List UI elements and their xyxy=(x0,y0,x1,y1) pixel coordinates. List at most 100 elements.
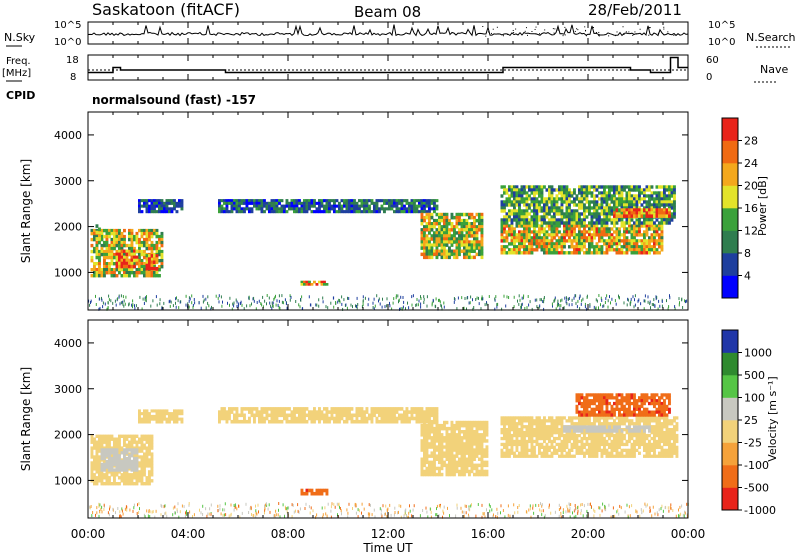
heatmap-cell xyxy=(235,419,239,424)
heatmap-cell xyxy=(578,215,581,219)
heatmap-cell xyxy=(430,413,434,418)
heatmap-cell xyxy=(523,227,526,231)
heatmap-cell xyxy=(660,191,664,195)
heatmap-cell xyxy=(243,419,246,424)
heatmap-cell xyxy=(358,199,361,203)
heatmap-cell xyxy=(373,413,376,418)
heatmap-cell xyxy=(610,236,614,240)
heatmap-cell xyxy=(420,448,424,452)
heatmap-cell xyxy=(463,249,466,253)
heatmap-cell xyxy=(223,199,226,203)
heatmap-cell xyxy=(273,210,276,214)
heatmap-cell xyxy=(660,194,664,198)
heatmap-cell xyxy=(108,243,111,248)
heatmap-cell xyxy=(428,199,431,203)
heatmap-cell xyxy=(579,307,581,311)
heatmap-cell xyxy=(538,200,541,204)
heatmap-cell xyxy=(515,224,519,228)
heatmap-cell xyxy=(588,448,591,452)
heatmap-cell xyxy=(138,237,141,242)
heatmap-cell xyxy=(228,410,231,414)
heatmap-cell xyxy=(448,246,451,250)
heatmap-cell xyxy=(145,257,149,261)
heatmap-cell xyxy=(651,303,653,306)
heatmap-cell xyxy=(633,236,636,240)
heatmap-cell xyxy=(143,443,146,447)
heatmap-cell xyxy=(120,473,124,477)
heatmap-cell xyxy=(623,245,626,249)
heatmap-cell xyxy=(115,448,119,452)
heatmap-cell xyxy=(168,201,171,205)
heatmap-cell xyxy=(543,215,546,219)
noise-search-dot xyxy=(623,33,625,35)
heatmap-cell xyxy=(570,227,574,231)
heatmap-cell xyxy=(103,262,106,266)
heatmap-cell xyxy=(590,200,594,204)
heatmap-cell xyxy=(420,210,424,214)
heatmap-cell xyxy=(645,218,649,222)
heatmap-cell xyxy=(515,422,519,426)
heatmap-cell xyxy=(110,470,114,474)
heatmap-cell xyxy=(513,239,516,243)
heatmap-cell xyxy=(465,436,469,440)
heatmap-cell xyxy=(470,215,474,220)
heatmap-cell xyxy=(560,445,564,449)
heatmap-cell xyxy=(668,211,671,215)
heatmap-cell xyxy=(323,283,326,286)
heatmap-cell xyxy=(620,197,624,201)
heatmap-cell xyxy=(403,199,406,203)
heatmap-cell xyxy=(580,416,584,420)
heatmap-cell xyxy=(533,209,536,213)
heatmap-cell xyxy=(578,203,581,207)
heatmap-cell xyxy=(133,446,136,450)
heatmap-cell xyxy=(159,302,161,306)
heatmap-cell xyxy=(508,433,511,438)
heatmap-cell xyxy=(448,460,451,465)
heatmap-cell xyxy=(285,210,289,214)
heatmap-cell xyxy=(188,299,190,303)
heatmap-cell xyxy=(460,225,464,229)
heatmap-cell xyxy=(205,306,207,310)
heatmap-cell xyxy=(555,425,559,429)
heatmap-cell xyxy=(558,236,561,240)
heatmap-cell xyxy=(510,422,514,426)
heatmap-cell xyxy=(448,228,451,232)
heatmap-cell xyxy=(573,251,576,255)
heatmap-cell xyxy=(368,204,371,208)
heatmap-cell xyxy=(143,201,146,205)
heatmap-cell xyxy=(423,448,426,452)
heatmap-cell xyxy=(560,218,564,222)
heatmap-cell xyxy=(341,302,343,306)
heatmap-cell xyxy=(595,245,599,249)
heatmap-cell xyxy=(372,301,374,305)
heatmap-cell xyxy=(525,431,529,435)
heatmap-cell xyxy=(650,191,654,195)
heatmap-cell xyxy=(628,194,631,198)
heatmap-cell xyxy=(192,304,194,307)
heatmap-cell xyxy=(503,227,506,231)
heatmap-cell xyxy=(508,422,511,426)
heatmap-cell xyxy=(361,305,363,309)
heatmap-cell xyxy=(133,482,136,486)
heatmap-cell xyxy=(148,476,151,480)
heatmap-cell xyxy=(545,448,549,452)
heatmap-cell xyxy=(363,413,366,418)
heatmap-cell xyxy=(146,295,147,299)
heatmap-cell xyxy=(623,188,626,192)
heatmap-cell xyxy=(395,419,399,424)
heatmap-cell xyxy=(95,452,99,456)
heatmap-cell xyxy=(333,416,336,421)
heatmap-cell xyxy=(433,454,436,458)
heatmap-cell xyxy=(430,215,434,220)
heatmap-cell xyxy=(423,436,426,440)
heatmap-cell xyxy=(235,416,239,421)
heatmap-cell xyxy=(100,268,104,272)
heatmap-cell xyxy=(530,236,534,240)
heatmap-cell xyxy=(550,224,554,228)
heatmap-cell xyxy=(525,445,529,449)
heatmap-cell xyxy=(450,457,454,461)
heatmap-cell xyxy=(318,416,321,421)
heatmap-cell xyxy=(565,215,569,219)
heatmap-cell xyxy=(370,201,374,205)
heatmap-cell xyxy=(628,227,631,231)
